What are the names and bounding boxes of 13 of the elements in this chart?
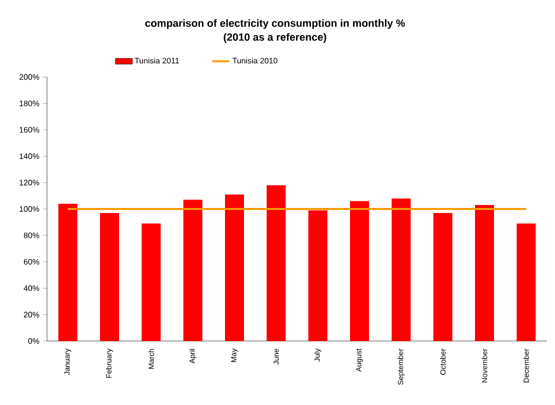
bar	[100, 212, 119, 341]
bar	[350, 201, 370, 341]
bar	[225, 194, 244, 341]
chart-title: comparison of electricity consumption in monthly % (2010 as a reference)	[145, 19, 405, 43]
bar	[516, 224, 536, 341]
bar	[475, 205, 494, 341]
bar	[142, 224, 161, 341]
bar	[183, 200, 202, 341]
bar	[392, 198, 411, 341]
bar	[308, 210, 328, 341]
bar	[433, 212, 452, 341]
bar	[58, 204, 78, 341]
bar	[266, 185, 286, 341]
